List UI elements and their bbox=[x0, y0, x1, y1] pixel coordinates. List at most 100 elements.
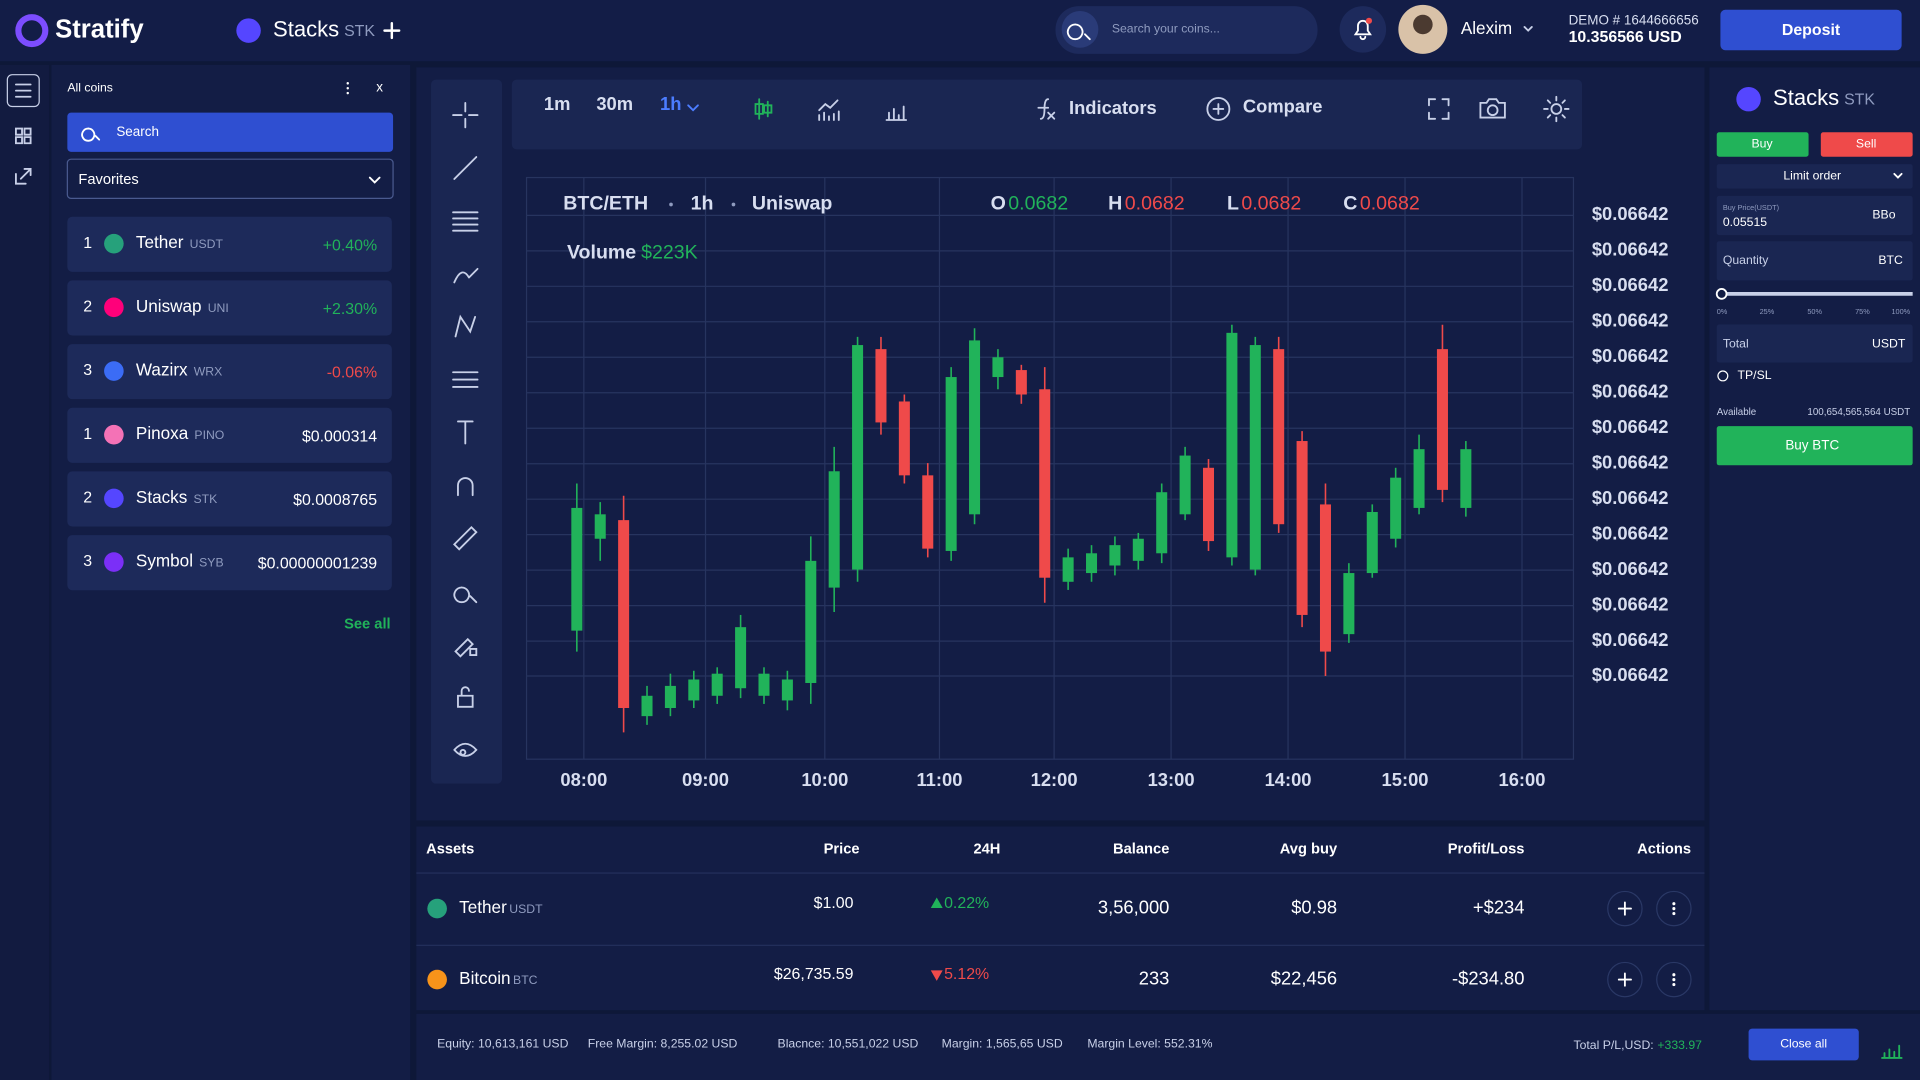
fullscreen-icon bbox=[1428, 98, 1450, 120]
coin-row[interactable] bbox=[67, 471, 392, 527]
tpsl-label[interactable]: TP/SL bbox=[1738, 368, 1772, 382]
tpsl-radio[interactable] bbox=[1717, 370, 1729, 382]
price-field[interactable] bbox=[1716, 195, 1913, 236]
sell-tab[interactable] bbox=[1820, 132, 1913, 157]
asset-avg: $22,456 bbox=[1271, 967, 1337, 988]
y-tick-label: $0.06642 bbox=[1592, 593, 1669, 614]
asset-icon bbox=[427, 898, 447, 919]
order-pair-ticker: STK bbox=[1844, 92, 1875, 109]
y-tick-label: $0.06642 bbox=[1592, 452, 1669, 473]
slider-step: 75% bbox=[1855, 307, 1870, 316]
coin-row[interactable] bbox=[67, 216, 392, 272]
timeframe[interactable]: 30m bbox=[596, 93, 633, 114]
coins-search-label[interactable]: Search bbox=[116, 124, 159, 139]
close-all-button[interactable] bbox=[1748, 1028, 1859, 1061]
quantity-unit: BTC bbox=[1878, 253, 1903, 267]
drawing-tool bbox=[453, 742, 478, 757]
coins-search[interactable] bbox=[67, 112, 394, 152]
y-tick-label: $0.06642 bbox=[1592, 203, 1669, 224]
coins-filter[interactable] bbox=[66, 158, 394, 199]
search-placeholder[interactable]: Search your coins... bbox=[1112, 22, 1220, 36]
quantity-field[interactable] bbox=[1716, 241, 1913, 281]
search-box[interactable] bbox=[1055, 6, 1318, 54]
coin-icon bbox=[104, 361, 124, 381]
coin-name[interactable]: Tether bbox=[136, 232, 184, 252]
chart-toolbar bbox=[511, 79, 1583, 150]
list-view-button[interactable] bbox=[6, 74, 40, 108]
candle-body bbox=[828, 471, 840, 588]
coin-value: -0.06% bbox=[327, 365, 377, 382]
candle-body bbox=[805, 560, 817, 683]
see-all-link[interactable]: See all bbox=[344, 616, 391, 632]
candle-body bbox=[688, 679, 700, 701]
timeframe[interactable]: 1h bbox=[660, 93, 681, 114]
deposit-button[interactable] bbox=[1720, 9, 1902, 51]
coin-row[interactable] bbox=[67, 535, 392, 591]
coin-icon bbox=[104, 297, 124, 318]
coin-rank: 2 bbox=[83, 490, 92, 507]
buy-submit[interactable] bbox=[1716, 426, 1913, 466]
coins-title: All coins bbox=[67, 80, 113, 94]
volume-label: Volume bbox=[567, 242, 636, 264]
x-tick-label: 12:00 bbox=[1031, 769, 1078, 790]
x-tick-label: 09:00 bbox=[682, 769, 729, 790]
coin-row[interactable] bbox=[67, 280, 392, 336]
candle-body bbox=[969, 340, 981, 515]
coin-ticker: WRX bbox=[194, 364, 223, 378]
coins-close[interactable]: x bbox=[376, 80, 383, 95]
price-value: 0.05515 bbox=[1723, 215, 1767, 229]
candle-body bbox=[1319, 504, 1331, 652]
coin-name[interactable]: Stacks bbox=[136, 487, 187, 507]
notifications-button[interactable] bbox=[1339, 6, 1387, 53]
pair-icon bbox=[236, 18, 261, 43]
coin-rank: 2 bbox=[83, 299, 92, 316]
drawing-tool bbox=[452, 101, 479, 129]
coins-filter-label[interactable]: Favorites bbox=[78, 172, 138, 188]
total-pl-label: Total P/L,USD: bbox=[1573, 1038, 1653, 1052]
slider-step: 0% bbox=[1717, 307, 1728, 316]
order-type-label[interactable]: Limit order bbox=[1783, 169, 1841, 183]
notification-dot bbox=[1365, 17, 1373, 24]
buy-tab[interactable] bbox=[1716, 132, 1809, 157]
candle-body bbox=[571, 507, 583, 631]
coin-name[interactable]: Uniswap bbox=[136, 296, 202, 316]
coin-ticker: SYB bbox=[199, 555, 223, 569]
slider-step: 25% bbox=[1760, 307, 1775, 316]
quantity-label: Quantity bbox=[1723, 253, 1769, 267]
candle-body bbox=[1109, 545, 1121, 566]
x-tick-label: 16:00 bbox=[1499, 769, 1546, 790]
user-name[interactable]: Alexim bbox=[1461, 18, 1512, 38]
candle-body bbox=[1086, 553, 1098, 574]
total-field[interactable] bbox=[1716, 324, 1913, 363]
coin-row[interactable] bbox=[67, 407, 392, 463]
coin-ticker: UNI bbox=[208, 301, 229, 315]
coin-row[interactable] bbox=[67, 344, 392, 400]
filter-chevron bbox=[368, 176, 381, 184]
bar-type-icon bbox=[885, 105, 908, 121]
account-balance: 10.356566 USD bbox=[1569, 29, 1682, 46]
candle-body bbox=[1366, 511, 1378, 574]
coin-name[interactable]: Symbol bbox=[136, 551, 193, 571]
close-all-label[interactable]: Close all bbox=[1780, 1037, 1827, 1051]
indicators-icon bbox=[1037, 98, 1056, 120]
account-id: DEMO # 1644666656 bbox=[1569, 12, 1699, 27]
compare-label[interactable]: Compare bbox=[1243, 96, 1323, 117]
asset-price: $26,735.59 bbox=[774, 966, 854, 983]
screenshot-icon bbox=[1479, 98, 1506, 119]
bell-icon bbox=[1353, 19, 1372, 41]
coin-name[interactable]: Pinoxa bbox=[136, 423, 189, 443]
slider-handle[interactable] bbox=[1715, 288, 1728, 300]
order-type-select[interactable] bbox=[1716, 164, 1913, 189]
buy-tab-label[interactable]: Buy bbox=[1751, 137, 1773, 151]
pair-ticker: STK bbox=[344, 23, 375, 40]
candle-body bbox=[1015, 370, 1027, 395]
buy-submit-label[interactable]: Buy BTC bbox=[1785, 437, 1839, 452]
indicators-label[interactable]: Indicators bbox=[1069, 97, 1157, 118]
coin-name[interactable]: Wazirx bbox=[136, 360, 188, 380]
grid-icon bbox=[15, 127, 32, 145]
ohlc-value: 0.0682 bbox=[1008, 193, 1068, 215]
deposit-label[interactable]: Deposit bbox=[1782, 22, 1841, 39]
sell-tab-label[interactable]: Sell bbox=[1856, 137, 1876, 151]
asset-icon bbox=[427, 969, 447, 990]
timeframe[interactable]: 1m bbox=[544, 93, 571, 114]
